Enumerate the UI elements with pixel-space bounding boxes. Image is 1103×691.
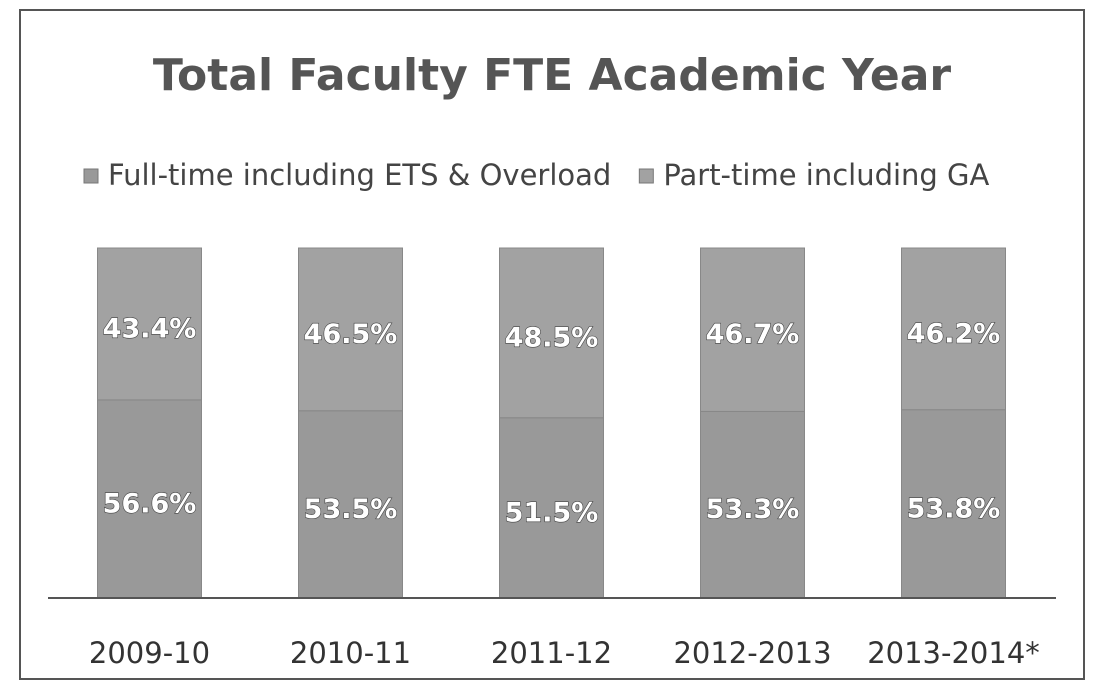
legend-label: Full-time including ETS & Overload [108,158,611,192]
chart-title: Total Faculty FTE Academic Year [153,50,952,101]
bar-segment [700,247,805,412]
data-label: 46.5% [304,319,398,350]
x-tick-label: 2009-10 [89,636,210,670]
bar-segment [97,399,202,599]
bar-segment [901,247,1006,411]
x-tick-label: 2013-2014* [867,636,1040,670]
x-tick-label: 2011-12 [491,636,612,670]
legend-swatch [638,168,654,184]
x-tick-label: 2012-2013 [673,636,831,670]
bar-segment [298,247,403,412]
data-label: 43.4% [103,313,197,344]
data-label: 46.2% [907,318,1001,349]
bar-segment [901,409,1006,599]
bar-segment [700,410,805,599]
x-tick-label: 2010-11 [290,636,411,670]
data-label: 46.7% [706,319,800,350]
data-label: 51.5% [505,497,599,528]
data-label: 53.3% [706,494,800,525]
bar-segment [499,247,604,419]
data-label: 56.6% [103,488,197,519]
legend-label: Part-time including GA [663,158,989,192]
bar-segment [499,417,604,599]
legend-swatch [83,168,99,184]
bar-segment [298,410,403,599]
data-label: 53.5% [304,494,398,525]
data-label: 48.5% [505,322,599,353]
bar-segment [97,247,202,401]
data-label: 53.8% [907,493,1001,524]
